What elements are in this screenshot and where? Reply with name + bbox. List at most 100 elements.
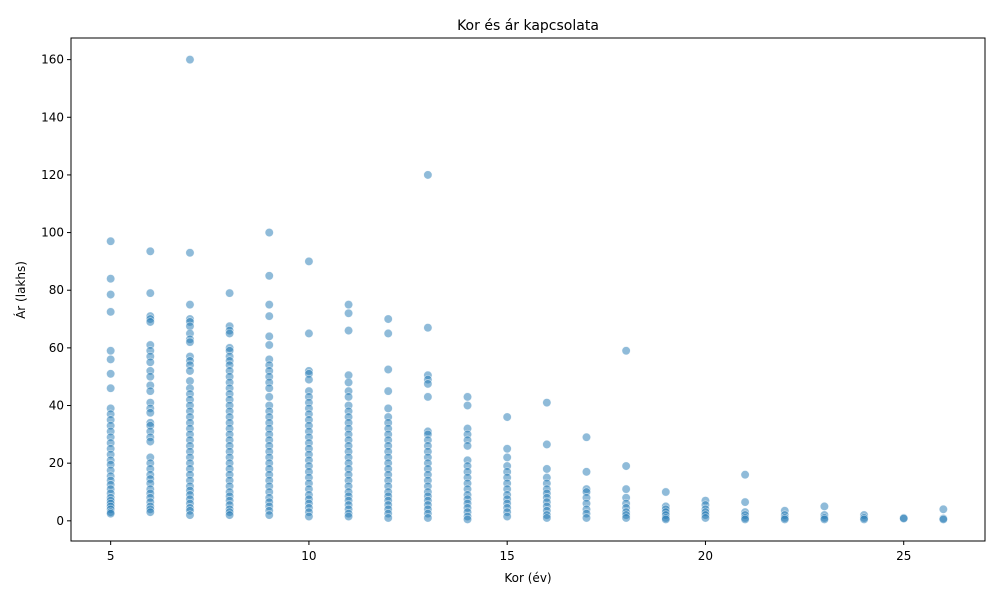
scatter-point (106, 290, 116, 300)
scatter-point (304, 256, 314, 266)
scatter-point (264, 300, 274, 310)
scatter-point (106, 274, 116, 284)
scatter-point (264, 392, 274, 402)
scatter-point (621, 461, 631, 471)
scatter-point (621, 484, 631, 494)
scatter-point (344, 377, 354, 387)
scatter-point (304, 328, 314, 338)
scatter-point (145, 288, 155, 298)
scatter-point (145, 386, 155, 396)
scatter-point (819, 501, 829, 511)
scatter-point (264, 340, 274, 350)
scatter-point (185, 366, 195, 376)
scatter-point (106, 383, 116, 393)
scatter-point (581, 432, 591, 442)
scatter-point (145, 408, 155, 418)
y-tick-label: 60 (49, 341, 64, 355)
scatter-point (225, 288, 235, 298)
x-tick-label: 5 (107, 549, 115, 563)
scatter-point (145, 372, 155, 382)
scatter-point (264, 271, 274, 281)
scatter-point (661, 514, 671, 524)
scatter-point (740, 514, 750, 524)
scatter-point (106, 354, 116, 364)
scatter-point (502, 412, 512, 422)
scatter-point (383, 314, 393, 324)
scatter-point (740, 497, 750, 507)
y-tick-label: 120 (41, 168, 64, 182)
y-tick-label: 80 (49, 283, 64, 297)
scatter-point (502, 511, 512, 521)
y-tick-label: 140 (41, 110, 64, 124)
scatter-point (304, 375, 314, 385)
scatter-point (423, 513, 433, 523)
y-tick-label: 20 (49, 456, 64, 470)
scatter-point (740, 470, 750, 480)
x-tick-label: 25 (896, 549, 911, 563)
scatter-point (264, 228, 274, 238)
x-tick-label: 10 (301, 549, 316, 563)
scatter-point (344, 308, 354, 318)
scatter-point (780, 514, 790, 524)
scatter-point (344, 511, 354, 521)
x-axis-title: Kor (év) (504, 571, 551, 585)
y-tick-label: 100 (41, 226, 64, 240)
scatter-point (106, 236, 116, 246)
scatter-point (621, 513, 631, 523)
scatter-point (304, 511, 314, 521)
scatter-point (344, 392, 354, 402)
scatter-point (264, 510, 274, 520)
scatter-point (344, 300, 354, 310)
scatter-point (185, 300, 195, 310)
scatter-point (264, 311, 274, 321)
scatter-point (225, 510, 235, 520)
plot-frame (70, 37, 986, 542)
scatter-point (383, 328, 393, 338)
scatter-point (581, 513, 591, 523)
scatter-point (106, 369, 116, 379)
scatter-point (185, 55, 195, 65)
scatter-point (383, 386, 393, 396)
scatter-point (423, 323, 433, 333)
scatter-point (145, 317, 155, 327)
scatter-point (225, 328, 235, 338)
points-layer (106, 55, 948, 524)
y-axis-title: Ár (lakhs) (13, 261, 28, 319)
x-tick-label: 15 (500, 549, 515, 563)
scatter-point (145, 246, 155, 256)
scatter-point (463, 401, 473, 411)
y-tick-label: 0 (56, 514, 64, 528)
scatter-point (581, 467, 591, 477)
scatter-point (661, 487, 671, 497)
scatter-point (185, 510, 195, 520)
scatter-point (145, 507, 155, 517)
scatter-point (542, 398, 552, 408)
scatter-point (145, 437, 155, 447)
scatter-point (383, 364, 393, 374)
scatter-point (463, 441, 473, 451)
scatter-point (383, 403, 393, 413)
scatter-point (542, 439, 552, 449)
y-tick-label: 40 (49, 399, 64, 413)
y-axis: 0 20 40 60 80 100 120 140 160 (41, 53, 71, 528)
scatter-point (502, 452, 512, 462)
scatter-point (185, 337, 195, 347)
scatter-point (344, 326, 354, 336)
scatter-point (423, 170, 433, 180)
scatter-point (383, 513, 393, 523)
scatter-point (423, 392, 433, 402)
scatter-point (106, 307, 116, 317)
x-axis: 5 10 15 20 25 (107, 541, 911, 563)
scatter-point (502, 444, 512, 454)
scatter-point (859, 514, 869, 524)
x-tick-label: 20 (698, 549, 713, 563)
scatter-point (463, 514, 473, 524)
scatter-point (106, 346, 116, 356)
scatter-point (106, 509, 116, 519)
scatter-point (621, 346, 631, 356)
scatter-point (463, 392, 473, 402)
scatter-point (264, 331, 274, 341)
